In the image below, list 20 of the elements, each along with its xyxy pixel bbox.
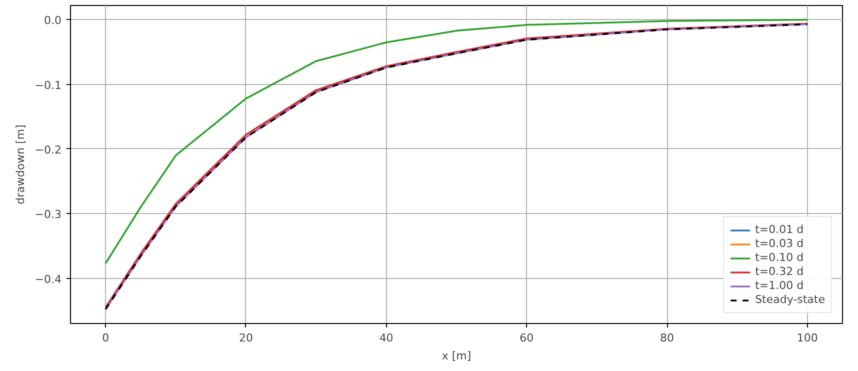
x-tick-label: 80: [660, 332, 674, 344]
legend-label: t=0.01 d: [755, 223, 804, 236]
y-tick-label: −0.1: [34, 78, 62, 92]
y-tick-label: −0.3: [34, 208, 62, 222]
y-tick-label: −0.4: [34, 272, 62, 286]
legend-label: Steady-state: [755, 293, 825, 306]
y-tick-label: 0.0: [44, 14, 62, 28]
line-series: [104, 18, 808, 264]
x-tick-label: 20: [238, 332, 253, 344]
x-tick-label: 40: [379, 332, 394, 344]
legend-label: t=0.10 d: [755, 251, 804, 264]
x-tick-label: 60: [520, 332, 534, 344]
legend-label: t=0.32 d: [755, 265, 804, 278]
legend-label: t=0.03 d: [755, 237, 804, 250]
x-tick-label: 0: [102, 332, 110, 344]
legend-label: t=1.00 d: [755, 279, 804, 292]
x-axis-title: x [m]: [442, 350, 472, 362]
x-tick-label: 100: [796, 332, 818, 344]
y-axis-title: drawdown [m]: [14, 124, 27, 204]
y-tick-label: −0.2: [34, 143, 62, 156]
